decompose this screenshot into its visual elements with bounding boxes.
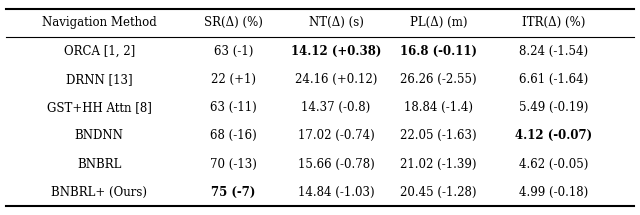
Text: 4.99 (-0.18): 4.99 (-0.18) [519,186,588,199]
Text: 4.62 (-0.05): 4.62 (-0.05) [519,158,588,170]
Text: 70 (-13): 70 (-13) [210,158,257,170]
Text: NT(Δ) (s): NT(Δ) (s) [308,16,364,29]
Text: 18.84 (-1.4): 18.84 (-1.4) [404,101,473,114]
Text: 14.12 (+0.38): 14.12 (+0.38) [291,45,381,57]
Text: 22 (+1): 22 (+1) [211,73,256,86]
Text: 20.45 (-1.28): 20.45 (-1.28) [400,186,477,199]
Text: 21.02 (-1.39): 21.02 (-1.39) [400,158,477,170]
Text: ITR(Δ) (%): ITR(Δ) (%) [522,16,586,29]
Text: 63 (-1): 63 (-1) [214,45,253,57]
Text: ORCA [1, 2]: ORCA [1, 2] [63,45,135,57]
Text: 17.02 (-0.74): 17.02 (-0.74) [298,129,374,142]
Text: DRNN [13]: DRNN [13] [66,73,132,86]
Text: 24.16 (+0.12): 24.16 (+0.12) [295,73,377,86]
Text: 68 (-16): 68 (-16) [210,129,257,142]
Text: SR(Δ) (%): SR(Δ) (%) [204,16,263,29]
Text: 26.26 (-2.55): 26.26 (-2.55) [400,73,477,86]
Text: 8.24 (-1.54): 8.24 (-1.54) [519,45,588,57]
Text: 22.05 (-1.63): 22.05 (-1.63) [400,129,477,142]
Text: 14.84 (-1.03): 14.84 (-1.03) [298,186,374,199]
Text: 63 (-11): 63 (-11) [210,101,257,114]
Text: PL(Δ) (m): PL(Δ) (m) [410,16,467,29]
Text: Navigation Method: Navigation Method [42,16,157,29]
Text: 75 (-7): 75 (-7) [211,186,256,199]
Text: 14.37 (-0.8): 14.37 (-0.8) [301,101,371,114]
Text: 6.61 (-1.64): 6.61 (-1.64) [519,73,588,86]
Text: 15.66 (-0.78): 15.66 (-0.78) [298,158,374,170]
Text: GST+HH Attn [8]: GST+HH Attn [8] [47,101,152,114]
Text: 4.12 (-0.07): 4.12 (-0.07) [515,129,592,142]
Text: 5.49 (-0.19): 5.49 (-0.19) [519,101,588,114]
Text: 16.8 (-0.11): 16.8 (-0.11) [400,45,477,57]
Text: BNBRL+ (Ours): BNBRL+ (Ours) [51,186,147,199]
Text: BNBRL: BNBRL [77,158,122,170]
Text: BNDNN: BNDNN [75,129,124,142]
